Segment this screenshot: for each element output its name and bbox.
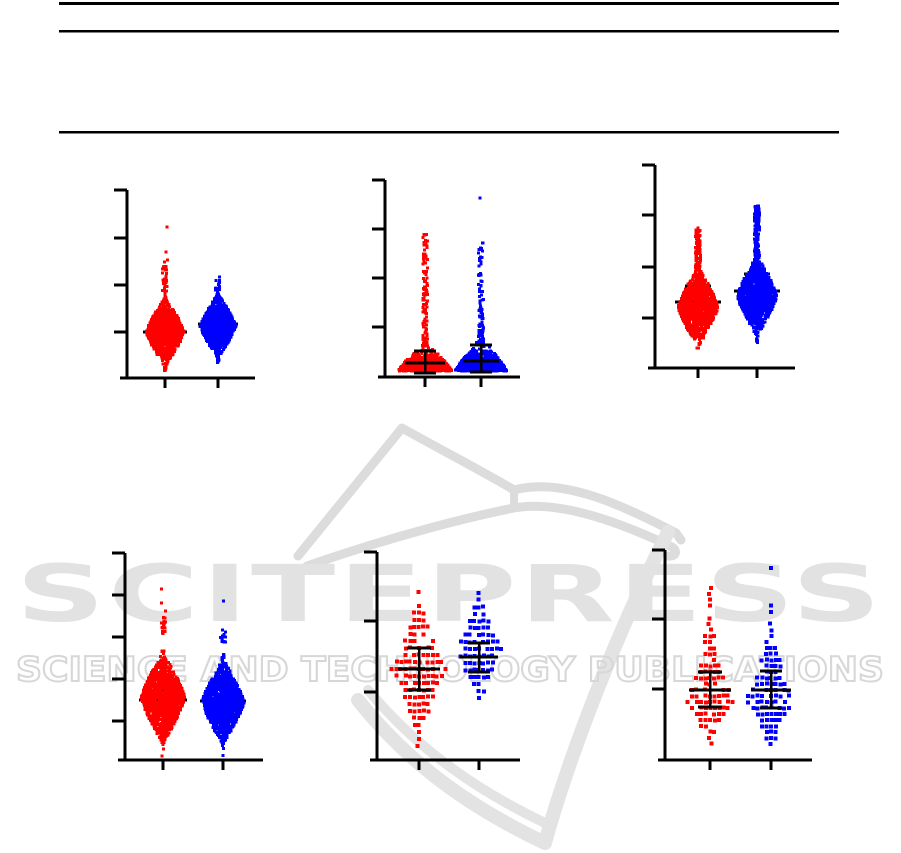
y-tick [372, 227, 385, 231]
book-outline-icon [293, 423, 686, 561]
stat-line [405, 361, 445, 365]
panel-top-left [114, 188, 255, 388]
stat-line [470, 343, 492, 347]
panel-bottom-left [112, 551, 263, 770]
x-tick [755, 368, 759, 378]
x-tick [708, 760, 712, 770]
table-rules [59, 2, 839, 134]
y-tick [112, 593, 125, 597]
y-tick [112, 551, 125, 555]
y-tick [112, 635, 125, 639]
panel-bottom-right [652, 548, 812, 770]
y-tick [642, 213, 655, 217]
y-axis [663, 550, 667, 760]
stat-line [407, 688, 431, 692]
y-tick [642, 163, 655, 167]
stat-line [460, 655, 498, 659]
y-tick [364, 619, 377, 623]
stat-line [414, 371, 436, 375]
x-axis [658, 758, 812, 762]
y-axis [123, 553, 127, 760]
y-tick [372, 276, 385, 280]
stat-line [414, 349, 436, 353]
y-tick [642, 265, 655, 269]
stat-line [468, 641, 490, 645]
book-outline-icon [302, 501, 680, 571]
y-tick [372, 178, 385, 182]
x-axis [118, 758, 263, 762]
stat-line [470, 370, 492, 374]
stat-line [760, 669, 782, 673]
stat-line [698, 705, 722, 709]
y-tick [364, 690, 377, 694]
table-rule [59, 131, 839, 134]
y-tick [114, 330, 127, 334]
x-tick [696, 368, 700, 378]
y-tick [114, 283, 127, 287]
panel-top-right [642, 163, 795, 378]
stat-line [698, 670, 722, 674]
stat-line [751, 688, 791, 692]
stat-line [468, 670, 490, 674]
watermark-title: SCITEPRESS [16, 550, 884, 640]
swoosh-icon [363, 685, 552, 829]
x-tick [221, 760, 225, 770]
beeswarm-panels [112, 163, 812, 770]
x-tick [423, 377, 427, 387]
x-tick [417, 760, 421, 770]
stat-line [407, 646, 431, 650]
table-rule [59, 30, 839, 33]
swoosh-icon [538, 525, 675, 850]
swoosh-icon [351, 693, 550, 849]
x-axis [648, 366, 795, 370]
x-axis [378, 375, 520, 379]
y-tick [114, 188, 127, 192]
panel-top-middle [372, 178, 520, 387]
y-tick [652, 548, 665, 552]
y-tick [112, 719, 125, 723]
x-tick [163, 378, 167, 388]
table-rule [59, 2, 839, 5]
y-tick [642, 316, 655, 320]
stat-line [760, 706, 782, 710]
x-tick [161, 760, 165, 770]
x-tick [769, 760, 773, 770]
y-tick [652, 687, 665, 691]
whisker-line [479, 345, 483, 372]
x-tick [479, 377, 483, 387]
stat-line [398, 667, 440, 671]
x-axis [120, 376, 255, 380]
watermark-book-logo-icon [293, 423, 686, 850]
stat-line [463, 359, 499, 363]
y-axis [375, 552, 379, 760]
x-tick [477, 760, 481, 770]
y-tick [372, 325, 385, 329]
panel-bottom-middle [364, 550, 520, 770]
y-tick [112, 677, 125, 681]
y-tick [652, 617, 665, 621]
y-tick [114, 236, 127, 240]
x-axis [370, 758, 520, 762]
stat-line [689, 688, 731, 692]
y-tick [364, 550, 377, 554]
scitepress-watermark: SCITEPRESS SCIENCE AND TECHNOLOGY PUBLIC… [15, 423, 885, 850]
x-tick [216, 378, 220, 388]
